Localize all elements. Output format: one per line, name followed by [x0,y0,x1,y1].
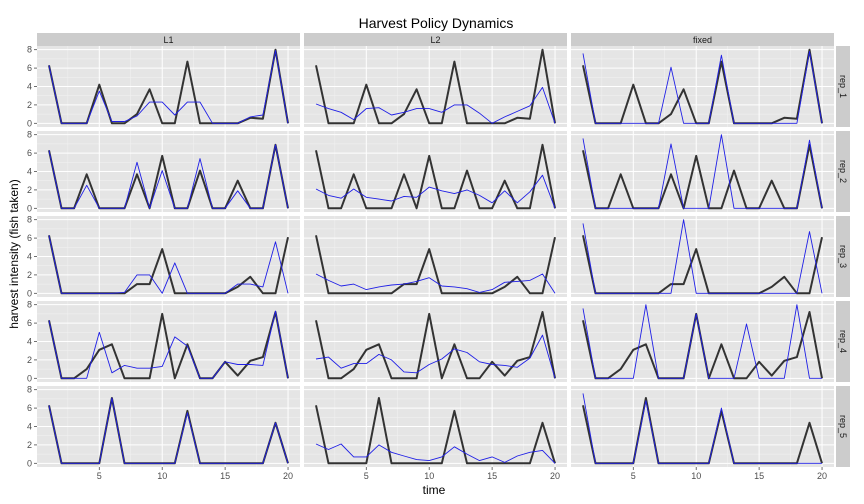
series-line-dark [315,311,556,380]
panel-fixed-rep_1 [571,46,834,127]
strip-label-L2: L2 [430,35,440,45]
panel-fixed-rep_4 [571,301,834,382]
y-tick-label: 6 [27,403,32,413]
x-axis-title: time [423,483,446,497]
series-line-dark [315,397,556,465]
series-line-blue [48,397,289,464]
y-tick-label: 8 [27,130,32,140]
strip-row-rep_2 [836,131,850,212]
panel-L2-rep_5: 5 10 15 20 [304,386,567,481]
x-tick-label: 10 [691,471,701,481]
strip-label-rep_5: rep_5 [838,415,848,438]
series-line-blue [48,50,289,124]
x-tick-label: 20 [550,471,560,481]
y-tick-label: 0 [27,373,32,383]
panel-fixed-rep_2 [571,131,834,212]
panel-L1-rep_4: 0 2 4 6 8 [27,300,300,383]
strip-row-rep_3 [836,216,850,297]
panel-L1-rep_2: 0 2 4 6 8 [27,130,300,213]
y-tick-label: 4 [27,252,32,262]
strip-label-rep_3: rep_3 [838,245,848,268]
series-line-dark [48,143,289,210]
chart-title: Harvest Policy Dynamics [359,15,514,31]
panel-L2-rep_3 [304,216,567,297]
y-tick-label: 4 [27,422,32,432]
series-line-dark [315,143,556,210]
y-tick-label: 2 [27,100,32,110]
series-line-dark [582,143,823,210]
panel-fixed-rep_3 [571,216,834,297]
y-tick-label: 6 [27,148,32,158]
strip-label-rep_1: rep_1 [838,75,848,98]
y-tick-label: 2 [27,440,32,450]
series-line-blue [315,334,556,379]
series-line-blue [582,304,822,379]
x-tick-label: 20 [817,471,827,481]
strip-row-rep_1 [836,46,850,127]
series-line-dark [315,235,556,295]
panel-L1-rep_5: 0 2 4 6 8 5 10 15 20 [27,385,300,481]
x-tick-label: 5 [631,471,636,481]
strip-col-L1 [37,33,300,46]
series-line-blue [315,273,556,294]
x-tick-label: 5 [97,471,102,481]
y-tick-label: 4 [27,167,32,177]
strip-col-L2 [304,33,567,46]
series-line-blue [48,235,289,294]
y-tick-label: 4 [27,337,32,347]
x-tick-label: 15 [220,471,230,481]
series-line-blue [582,134,823,209]
series-line-blue [315,174,556,209]
x-tick-label: 15 [487,471,497,481]
series-line-blue [48,144,289,209]
series-line-dark [48,311,289,380]
y-tick-label: 0 [27,288,32,298]
y-tick-label: 2 [27,270,32,280]
series-line-blue [315,86,556,124]
panel-L2-rep_2 [304,131,567,212]
x-tick-label: 10 [157,471,167,481]
y-tick-label: 8 [27,45,32,55]
y-tick-label: 6 [27,318,32,328]
strip-col-fixed [571,33,834,46]
panel-L1-rep_3: 0 2 4 6 8 [27,215,300,298]
y-tick-label: 0 [27,203,32,213]
x-tick-label: 20 [283,471,293,481]
series-line-blue [582,51,823,124]
x-tick-label: 5 [364,471,369,481]
strip-label-fixed: fixed [693,35,712,45]
y-tick-label: 8 [27,385,32,395]
y-tick-label: 2 [27,185,32,195]
strip-row-rep_4 [836,301,850,382]
panel-L2-rep_4 [304,301,567,382]
y-axis-title: harvest intensity (fish taken) [7,179,21,328]
y-tick-label: 0 [27,458,32,468]
strip-label-rep_4: rep_4 [838,330,848,353]
series-line-blue [315,443,556,464]
panel-L2-rep_1 [304,46,567,127]
strip-label-L1: L1 [163,35,173,45]
y-tick-label: 8 [27,300,32,310]
y-tick-label: 6 [27,63,32,73]
series-line-dark [315,48,556,125]
series-line-blue [582,219,823,294]
facet-grid: L1 0 2 4 6 8 0 2 4 6 8 0 2 4 6 8 0 2 4 6 8 0 2 4 6 8 5 10 15 20 L2 5 10 1… [27,33,850,481]
series-line-blue [48,310,289,379]
y-tick-label: 4 [27,82,32,92]
panel-L1-rep_1: 0 2 4 6 8 [27,45,300,128]
x-tick-label: 15 [754,471,764,481]
strip-label-rep_2: rep_2 [838,160,848,183]
strip-row-rep_5 [836,386,850,467]
series-line-blue [582,393,822,464]
x-tick-label: 10 [424,471,434,481]
panel-fixed-rep_5: 5 10 15 20 [571,386,834,481]
y-tick-label: 8 [27,215,32,225]
y-tick-label: 0 [27,118,32,128]
y-tick-label: 6 [27,233,32,243]
y-tick-label: 2 [27,355,32,365]
